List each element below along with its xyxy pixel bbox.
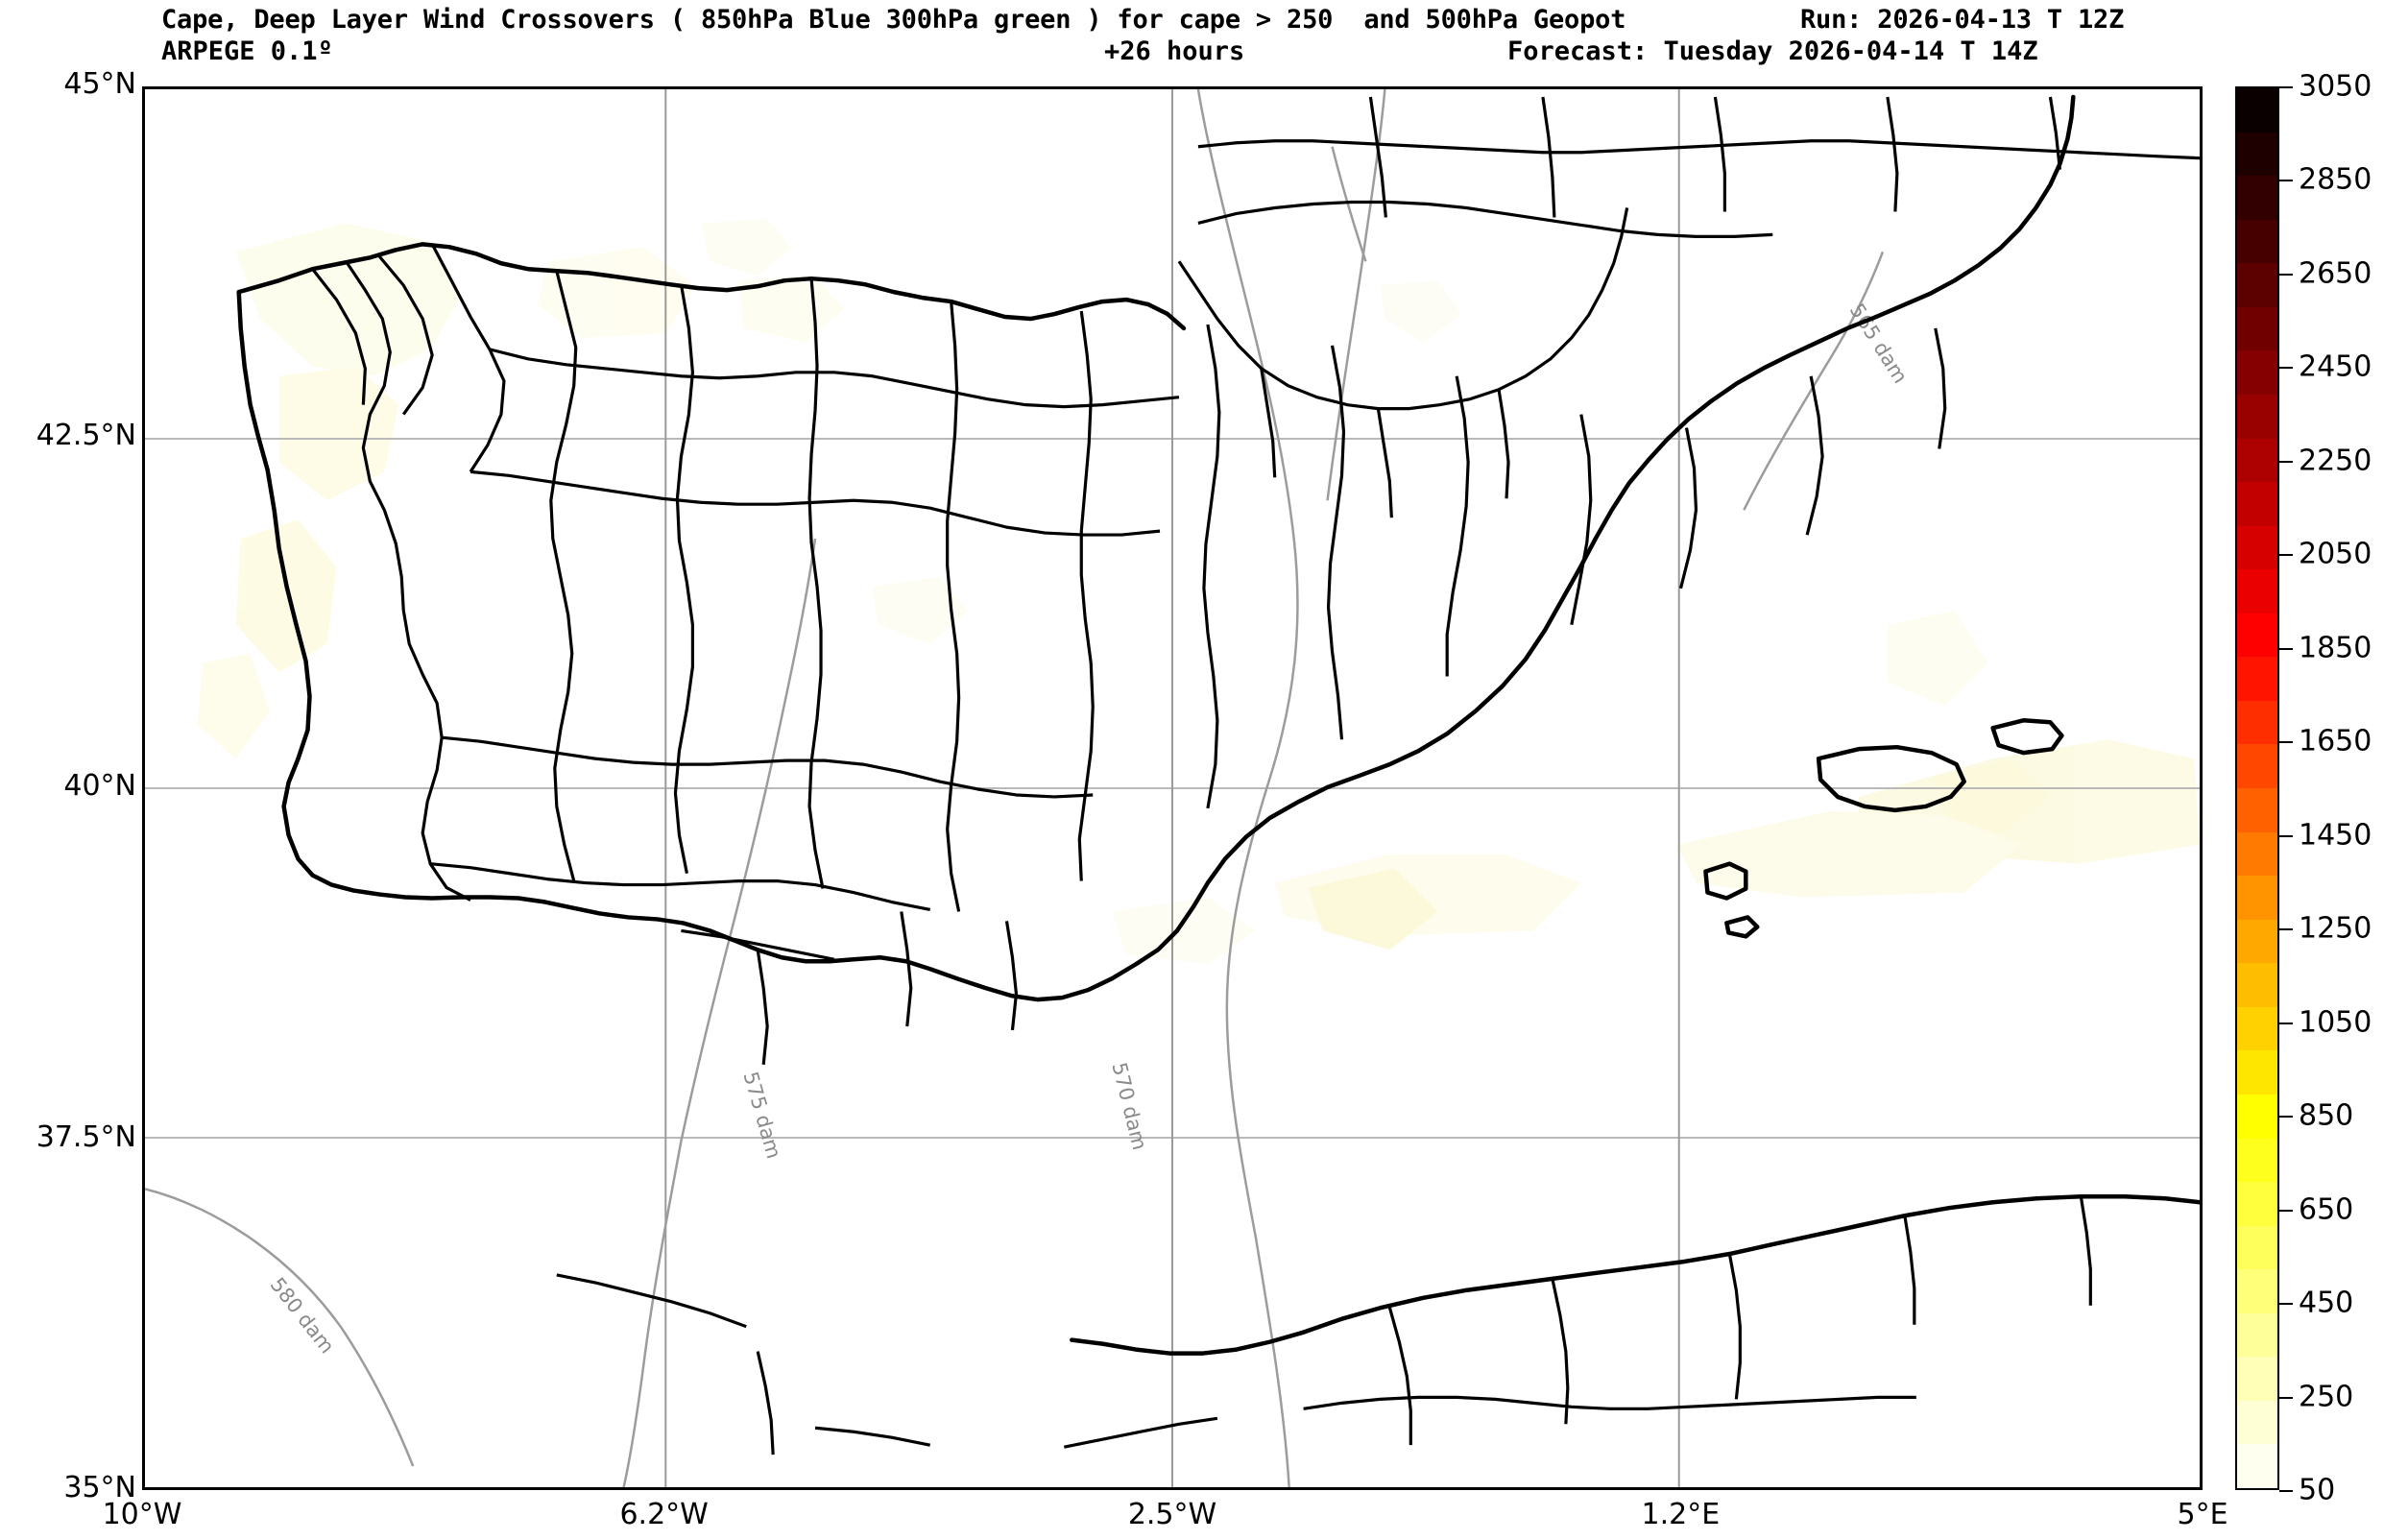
longitude-axis: 10°W 6.2°W 2.5°W 1.2°E 5°E <box>103 1496 2228 1538</box>
lat-tick-label: 40°N <box>63 769 136 803</box>
colorbar-cell <box>2237 963 2277 1007</box>
colorbar-cell <box>2237 482 2277 526</box>
colorbar-tick <box>2279 554 2293 557</box>
colorbar-tick-label: 3050 <box>2299 69 2372 104</box>
model-label: ARPEGE 0.1º <box>161 36 333 66</box>
colorbar-tick-label: 850 <box>2299 1098 2354 1133</box>
colorbar-tick-label: 2650 <box>2299 256 2372 291</box>
colorbar-cell <box>2237 219 2277 264</box>
colorbar-cell <box>2237 306 2277 351</box>
lon-tick-label: 6.2°W <box>619 1498 709 1531</box>
latitude-axis: 35°N 37.5°N 40°N 42.5°N 45°N <box>0 67 138 1504</box>
colorbar-cell <box>2237 88 2277 132</box>
lon-tick-label: 2.5°W <box>1127 1498 1217 1531</box>
lat-tick-label: 37.5°N <box>36 1119 136 1154</box>
colorbar-cell <box>2237 1357 2277 1401</box>
lat-tick-label: 42.5°N <box>36 418 136 452</box>
colorbar-tick-label: 250 <box>2299 1380 2354 1414</box>
colorbar-cell <box>2237 263 2277 307</box>
colorbar-cell <box>2237 176 2277 220</box>
colorbar-tick-label: 1450 <box>2299 818 2372 853</box>
contour-label-575: 575 dam <box>738 1070 785 1162</box>
colorbar-tick <box>2279 273 2293 276</box>
colorbar-cell <box>2237 1006 2277 1051</box>
colorbar-tick-label: 2050 <box>2299 537 2372 571</box>
colorbar-cell <box>2237 1050 2277 1095</box>
colorbar-tick <box>2279 647 2293 650</box>
colorbar-tick <box>2279 1396 2293 1399</box>
province-boundaries <box>311 96 2200 1456</box>
colorbar-cell <box>2237 569 2277 614</box>
colorbar-tick <box>2279 86 2293 88</box>
colorbar-tick-label: 1850 <box>2299 631 2372 665</box>
colorbar-tick <box>2279 367 2293 370</box>
colorbar-tick-label: 1250 <box>2299 911 2372 946</box>
coastlines <box>236 94 2200 1356</box>
chart-title: Cape, Deep Layer Wind Crossovers ( 850hP… <box>161 5 1626 35</box>
colorbar-cell <box>2237 1182 2277 1226</box>
colorbar-cell <box>2237 394 2277 439</box>
colorbar-cell <box>2237 700 2277 745</box>
colorbar-cell <box>2237 1312 2277 1358</box>
contour-label-565: 565 dam <box>1845 300 1913 388</box>
colorbar-tick-label: 650 <box>2299 1192 2354 1227</box>
colorbar-cell <box>2237 132 2277 177</box>
colorbar-cell <box>2237 525 2277 570</box>
colorbar <box>2235 86 2279 1490</box>
colorbar-tick <box>2279 741 2293 744</box>
colorbar-cell <box>2237 1094 2277 1139</box>
lon-tick-label: 10°W <box>102 1498 182 1531</box>
colorbar-cell <box>2237 919 2277 964</box>
colorbar-cell <box>2237 1138 2277 1183</box>
colorbar-tick-label: 2450 <box>2299 349 2372 384</box>
lon-tick-label: 5°E <box>2177 1498 2228 1531</box>
colorbar-cell <box>2237 1269 2277 1313</box>
lon-tick-label: 1.2°E <box>1641 1498 1721 1531</box>
chart-header: Cape, Deep Layer Wind Crossovers ( 850hP… <box>0 0 2384 66</box>
colorbar-cell <box>2237 788 2277 832</box>
contour-label-580: 580 dam <box>266 1273 339 1358</box>
colorbar-tick-label: 2250 <box>2299 444 2372 478</box>
colorbar-cell <box>2237 1444 2277 1488</box>
colorbar-tick-label: 1650 <box>2299 724 2372 758</box>
colorbar-cell <box>2237 1400 2277 1445</box>
colorbar-tick-label: 1050 <box>2299 1005 2372 1040</box>
colorbar-cell <box>2237 657 2277 701</box>
colorbar-cell <box>2237 1225 2277 1270</box>
colorbar-cell <box>2237 744 2277 788</box>
lat-tick-label: 35°N <box>63 1471 136 1504</box>
colorbar-tick-label: 450 <box>2299 1286 2354 1320</box>
colorbar-tick <box>2279 1209 2293 1212</box>
colorbar-cell <box>2237 350 2277 395</box>
cape-shading-layer <box>197 218 2200 965</box>
colorbar-tick <box>2279 834 2293 837</box>
colorbar-tick <box>2279 180 2293 182</box>
lead-time-label: +26 hours <box>1104 36 1245 66</box>
colorbar-cell <box>2237 438 2277 483</box>
colorbar-tick <box>2279 1116 2293 1119</box>
colorbar-tick <box>2279 1303 2293 1306</box>
colorbar-cell <box>2237 831 2277 877</box>
colorbar-tick-label: 2850 <box>2299 162 2372 197</box>
run-label: Run: 2026-04-13 T 12Z <box>1800 5 2125 35</box>
colorbar-tick-label: 50 <box>2299 1473 2336 1507</box>
colorbar-tick <box>2279 1490 2293 1492</box>
colorbar-tick <box>2279 460 2293 463</box>
colorbar-tick <box>2279 928 2293 931</box>
colorbar-cell <box>2237 613 2277 658</box>
forecast-valid-label: Forecast: Tuesday 2026-04-14 T 14Z <box>1507 36 2038 66</box>
colorbar-tick <box>2279 1022 2293 1024</box>
lat-tick-label: 45°N <box>63 67 136 101</box>
colorbar-cell <box>2237 876 2277 920</box>
map-plot-area[interactable]: 565 dam 575 dam 570 dam 580 dam <box>142 86 2203 1490</box>
graticule <box>145 89 2200 1487</box>
